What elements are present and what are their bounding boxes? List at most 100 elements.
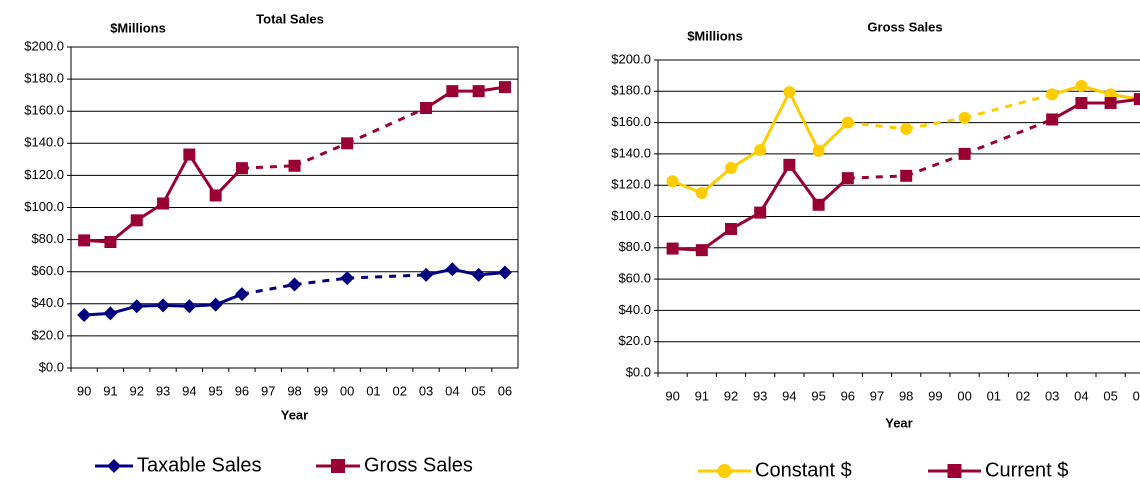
x-tick-label: 94 [782, 388, 796, 403]
series-line [425, 267, 506, 277]
x-tick-label: 92 [724, 388, 738, 403]
x-tick-label: 05 [1103, 388, 1117, 403]
x-tick-label: 97 [870, 388, 884, 403]
chart-title: Total Sales [256, 11, 324, 26]
x-tick-label: 99 [314, 383, 328, 398]
y-tick-label: $100.0 [24, 199, 64, 214]
chart-title: Gross Sales [867, 19, 942, 34]
x-tick-label: 04 [445, 383, 459, 398]
marker [209, 189, 222, 202]
x-tick-label: 03 [419, 383, 433, 398]
x-tick-label: 03 [1045, 388, 1059, 403]
marker [666, 175, 679, 188]
x-tick-label: 94 [182, 383, 196, 398]
marker [958, 111, 971, 124]
marker [157, 197, 170, 210]
gap-connector [294, 276, 348, 287]
marker [156, 298, 171, 313]
marker [812, 198, 825, 211]
gap-connector [964, 92, 1053, 120]
x-axis-label: Year [281, 407, 308, 422]
marker [419, 267, 434, 282]
marker [695, 187, 708, 200]
y-tick-label: $40.0 [31, 295, 64, 310]
y-tick-label: $0.0 [626, 364, 651, 379]
plot-frame [70, 46, 519, 369]
marker [1075, 97, 1088, 110]
marker [754, 143, 767, 156]
gap-connector [241, 283, 295, 296]
x-tick-label: 92 [130, 383, 144, 398]
y-tick-label: $60.0 [31, 263, 64, 278]
marker [234, 287, 249, 302]
marker [841, 116, 854, 129]
x-tick-label: 99 [928, 388, 942, 403]
gap-connector [905, 116, 965, 131]
series-line [672, 88, 849, 195]
marker [812, 144, 825, 157]
marker [208, 297, 223, 312]
x-tick-label: 97 [261, 383, 275, 398]
legend-marker [107, 459, 121, 473]
y-tick-label: $180.0 [24, 71, 64, 86]
x-tick-label: 96 [841, 388, 855, 403]
marker [420, 101, 433, 114]
y-tick-label: $180.0 [611, 83, 651, 98]
marker [900, 122, 913, 135]
y-tick-label: $20.0 [31, 327, 64, 342]
legend-label: Constant $ [755, 459, 852, 481]
marker [695, 244, 708, 257]
x-tick-label: 95 [811, 388, 825, 403]
y-tick-label: $80.0 [31, 231, 64, 246]
marker [104, 236, 117, 249]
x-tick-label: 01 [366, 383, 380, 398]
gap-connector [964, 118, 1053, 156]
y-tick-label: $120.0 [611, 177, 651, 192]
y-tick-label: $140.0 [24, 135, 64, 150]
legend-marker [717, 464, 732, 478]
marker [78, 234, 91, 247]
marker [497, 265, 512, 280]
y-tick-label: $200.0 [24, 38, 64, 53]
x-tick-label: 05 [471, 383, 485, 398]
x-tick-label: 00 [957, 388, 971, 403]
legend-marker [947, 464, 962, 478]
x-tick-label: 93 [753, 388, 767, 403]
y-axis-label: $Millions [110, 20, 166, 35]
plot-frame [657, 59, 1140, 374]
y-tick-label: $140.0 [611, 145, 651, 160]
legend-marker [331, 459, 345, 473]
marker [900, 169, 913, 182]
marker [471, 267, 486, 282]
x-axis-label: Year [885, 415, 912, 430]
marker [1133, 93, 1140, 106]
x-tick-label: 06 [1133, 388, 1140, 403]
marker [958, 147, 971, 160]
y-axis-label: $Millions [687, 28, 743, 43]
marker [1075, 79, 1088, 92]
x-tick-label: 90 [665, 388, 679, 403]
x-tick-label: 98 [287, 383, 301, 398]
x-tick-label: 00 [340, 383, 354, 398]
x-tick-label: 98 [899, 388, 913, 403]
gap-connector [847, 174, 907, 180]
marker [783, 158, 796, 171]
legend-label: Current $ [985, 459, 1068, 481]
x-tick-label: 95 [208, 383, 222, 398]
marker [103, 306, 118, 321]
marker [1046, 88, 1059, 101]
marker [725, 161, 737, 174]
x-tick-label: 06 [498, 383, 512, 398]
gap-connector [905, 152, 966, 178]
marker [446, 85, 459, 98]
x-tick-label: 90 [77, 383, 91, 398]
marker [498, 81, 511, 94]
series-line [425, 85, 506, 110]
gap-connector [847, 121, 907, 131]
gap-connector [347, 273, 427, 280]
y-tick-label: $40.0 [618, 302, 651, 317]
marker [182, 299, 197, 314]
x-tick-label: 91 [103, 383, 117, 398]
marker [445, 262, 460, 277]
